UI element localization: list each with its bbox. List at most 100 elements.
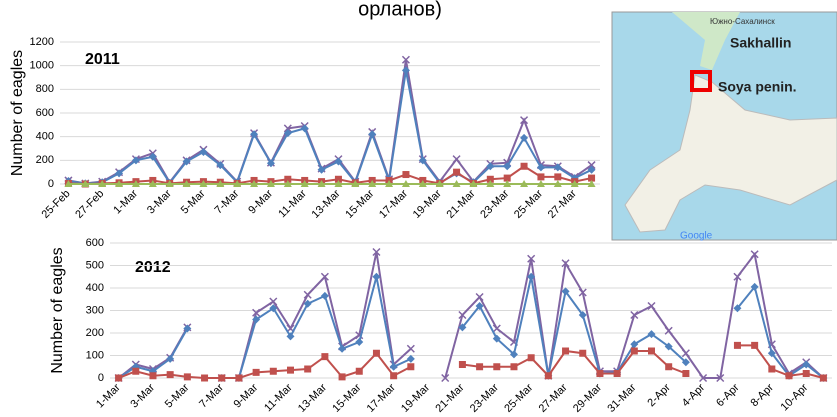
marker bbox=[321, 353, 328, 360]
marker bbox=[287, 367, 294, 374]
y-tick-label: 0 bbox=[98, 372, 104, 384]
x-tick-label: 5-Mar bbox=[179, 187, 208, 216]
marker bbox=[493, 325, 500, 332]
marker bbox=[476, 294, 483, 301]
x-tick-label: 13-Mar bbox=[309, 187, 342, 220]
x-tick-label: 9-Mar bbox=[246, 187, 275, 216]
map-label: Soya penin. bbox=[718, 79, 797, 95]
x-tick-label: 3-Mar bbox=[145, 187, 174, 216]
x-tick-label: 4-Apr bbox=[680, 381, 708, 409]
x-tick-label: 17-Mar bbox=[377, 187, 410, 220]
marker bbox=[554, 173, 561, 180]
chart-title: 2012 bbox=[135, 259, 171, 276]
y-tick-label: 800 bbox=[36, 83, 54, 95]
marker bbox=[528, 354, 535, 361]
x-tick-label: 29-Mar bbox=[571, 381, 604, 414]
x-tick-label: 7-Mar bbox=[213, 187, 242, 216]
x-tick-label: 17-Mar bbox=[365, 381, 398, 414]
x-tick-label: 21-Mar bbox=[444, 187, 477, 220]
x-tick-label: 25-Mar bbox=[502, 381, 535, 414]
marker bbox=[631, 348, 638, 355]
marker bbox=[734, 342, 741, 349]
marker bbox=[356, 368, 363, 375]
marker bbox=[459, 361, 466, 368]
figure: орланов) Южно-Сахалинск Sakhallin Soya p… bbox=[0, 0, 837, 417]
marker bbox=[596, 370, 603, 377]
x-tick-label: 23-Mar bbox=[478, 187, 511, 220]
marker bbox=[579, 350, 586, 357]
marker bbox=[235, 375, 242, 382]
series-line bbox=[68, 166, 591, 184]
marker bbox=[537, 173, 544, 180]
marker bbox=[115, 375, 122, 382]
marker bbox=[614, 370, 621, 377]
marker bbox=[218, 375, 225, 382]
marker bbox=[304, 366, 311, 373]
marker bbox=[407, 363, 414, 370]
x-tick-label: 21-Mar bbox=[433, 381, 466, 414]
marker bbox=[373, 350, 380, 357]
x-tick-label: 9-Mar bbox=[231, 381, 260, 410]
marker bbox=[803, 370, 810, 377]
marker bbox=[304, 291, 311, 298]
marker bbox=[253, 369, 260, 376]
y-tick-label: 400 bbox=[36, 131, 54, 143]
x-tick-label: 2-Apr bbox=[645, 381, 673, 409]
x-tick-label: 10-Apr bbox=[779, 381, 811, 413]
marker bbox=[184, 373, 191, 380]
x-tick-label: 15-Mar bbox=[330, 381, 363, 414]
marker bbox=[167, 371, 174, 378]
x-tick-label: 25-Mar bbox=[512, 187, 545, 220]
y-tick-label: 0 bbox=[48, 178, 54, 190]
marker bbox=[521, 163, 528, 170]
marker bbox=[355, 338, 363, 346]
x-tick-label: 27-Feb bbox=[73, 188, 106, 221]
marker bbox=[321, 292, 329, 300]
series-line bbox=[68, 70, 591, 183]
y-tick-label: 500 bbox=[86, 259, 104, 271]
marker bbox=[453, 169, 460, 176]
marker bbox=[149, 372, 156, 379]
marker bbox=[270, 298, 277, 305]
map-label: Sakhallin bbox=[730, 35, 791, 51]
x-tick-label: 25-Feb bbox=[39, 188, 72, 221]
x-tick-label: 6-Apr bbox=[714, 381, 742, 409]
marker bbox=[786, 372, 793, 379]
map-label: Южно-Сахалинск bbox=[710, 17, 775, 26]
x-tick-label: 5-Mar bbox=[163, 381, 192, 410]
series-line bbox=[119, 252, 824, 378]
x-tick-label: 3-Mar bbox=[128, 381, 157, 410]
y-tick-label: 200 bbox=[86, 327, 104, 339]
x-tick-label: 11-Mar bbox=[262, 381, 295, 414]
y-axis-label: Number of eagles bbox=[9, 50, 26, 176]
map: Южно-Сахалинск Sakhallin Soya penin. Goo… bbox=[612, 12, 837, 242]
x-tick-label: 23-Mar bbox=[468, 381, 501, 414]
y-tick-label: 400 bbox=[86, 282, 104, 294]
y-tick-label: 100 bbox=[86, 349, 104, 361]
title-fragment: орланов) bbox=[358, 0, 442, 20]
y-axis-label: Number of eagles bbox=[49, 247, 66, 373]
marker bbox=[390, 363, 398, 371]
marker bbox=[339, 373, 346, 380]
marker bbox=[338, 345, 346, 353]
marker bbox=[407, 345, 414, 352]
marker bbox=[682, 370, 689, 377]
x-tick-label: 27-Mar bbox=[537, 381, 570, 414]
marker bbox=[402, 171, 409, 178]
marker bbox=[648, 348, 655, 355]
x-tick-label: 1-Mar bbox=[111, 187, 140, 216]
x-tick-label: 19-Mar bbox=[399, 381, 432, 414]
marker bbox=[132, 368, 139, 375]
marker bbox=[820, 375, 827, 382]
marker bbox=[407, 355, 415, 363]
marker bbox=[768, 366, 775, 373]
x-tick-label: 27-Mar bbox=[546, 187, 579, 220]
marker bbox=[270, 368, 277, 375]
x-tick-label: 19-Mar bbox=[411, 187, 444, 220]
y-tick-label: 600 bbox=[36, 107, 54, 119]
series-line bbox=[119, 277, 824, 378]
map-credit: Google bbox=[680, 231, 713, 242]
marker bbox=[476, 363, 483, 370]
y-tick-label: 1000 bbox=[30, 60, 54, 72]
marker bbox=[562, 348, 569, 355]
